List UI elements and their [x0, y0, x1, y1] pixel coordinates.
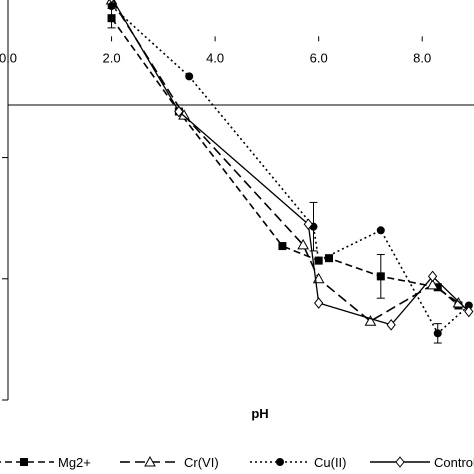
legend-swatch-marker-3	[395, 456, 405, 468]
data-point-2-0	[107, 2, 116, 11]
legend-label-0: Mg2+	[58, 455, 91, 470]
series-1	[105, 0, 465, 326]
x-tick-label-3: 6.0	[310, 50, 328, 65]
legend-item-2: Cu(II)	[250, 455, 347, 470]
data-point-1-4	[364, 315, 377, 326]
legend-item-3: Control	[370, 455, 474, 470]
x-axis-title: pH	[251, 406, 268, 421]
legend-label-1: Cr(VI)	[184, 455, 219, 470]
data-point-3-1	[174, 105, 184, 118]
data-point-3-0	[108, 0, 115, 4]
legend-label-2: Cu(II)	[314, 455, 347, 470]
series-group	[105, 0, 474, 344]
data-point-3-5	[427, 270, 438, 283]
data-point-3-3	[314, 297, 324, 309]
legend-swatch-marker-1	[144, 455, 156, 467]
series-3	[108, 0, 474, 331]
data-point-2-4	[376, 226, 385, 235]
data-point-3-6	[464, 305, 474, 318]
axes	[2, 0, 474, 401]
data-point-0-6	[433, 283, 442, 292]
x-tick-label-1: 2.0	[103, 50, 121, 65]
series-line-1	[110, 0, 459, 323]
data-point-3-4	[386, 319, 396, 331]
series-line-0	[110, 17, 460, 307]
data-point-0-5	[376, 272, 385, 281]
series-line-3	[112, 0, 470, 326]
legend-swatch-marker-0	[20, 458, 28, 466]
legend-label-3: Control	[434, 455, 474, 470]
series-0	[107, 7, 463, 310]
data-point-0-2	[278, 242, 287, 251]
x-tick-label-0: 0.0	[0, 50, 17, 65]
legend-item-1: Cr(VI)	[120, 455, 219, 470]
legend-item-0: Mg2+	[0, 455, 91, 470]
data-point-0-0	[107, 14, 116, 23]
data-point-1-2	[297, 238, 309, 250]
x-tick-labels: 0.0 2.0 4.0 6.0 8.0	[0, 50, 431, 65]
legend-swatch-marker-2	[276, 458, 284, 466]
data-point-2-5	[433, 329, 442, 338]
data-point-2-3	[314, 256, 323, 265]
data-point-2-1	[185, 72, 194, 81]
data-point-3-2	[303, 218, 313, 231]
legend: Mg2+ Cr(VI) Cu(II) Control	[0, 455, 474, 470]
x-tick-label-4: 8.0	[413, 50, 431, 65]
data-point-2-6	[464, 301, 473, 310]
data-point-0-4	[325, 254, 334, 263]
x-tick-label-2: 4.0	[206, 50, 224, 65]
data-point-1-5	[426, 278, 439, 290]
